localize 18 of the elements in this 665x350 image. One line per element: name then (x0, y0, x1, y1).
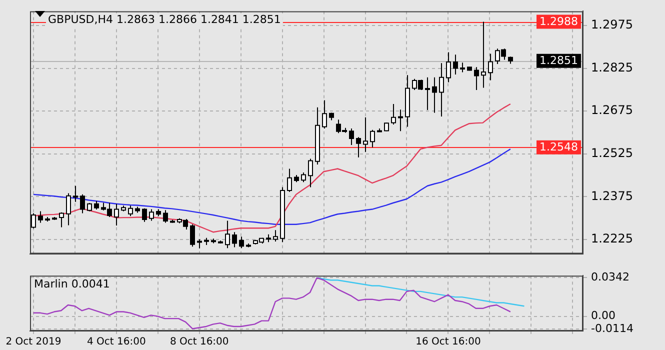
x-tick-label: 2 Oct 2019 (6, 336, 62, 348)
y-tick-label: -0.0114 (591, 322, 634, 336)
ref-line-label: 1.2851 (540, 54, 578, 68)
y-tick-label: 1.2225 (591, 232, 633, 246)
y-tick-label: 1.2825 (591, 60, 633, 74)
chart-title: Marlin 0.0041 (34, 277, 110, 290)
y-tick-label: 1.2975 (591, 18, 633, 32)
y-tick-label: 0.0342 (591, 270, 630, 284)
y-tick-label: 1.2675 (591, 103, 633, 118)
ref-line-label: 1.2988 (540, 15, 578, 28)
y-tick-label: 1.2525 (591, 146, 633, 160)
x-tick-label: 8 Oct 16:00 (170, 336, 229, 348)
y-tick-label: 1.2375 (591, 188, 633, 203)
x-tick-label: 4 Oct 16:00 (86, 336, 146, 348)
y-tick-label: 0.00 (591, 309, 616, 322)
ref-line-label: 1.2548 (540, 140, 578, 154)
chart-title: GBPUSD,H4 1.2863 1.2866 1.2841 1.2851 (48, 13, 281, 26)
x-tick-label: 16 Oct 16:00 (416, 336, 481, 348)
